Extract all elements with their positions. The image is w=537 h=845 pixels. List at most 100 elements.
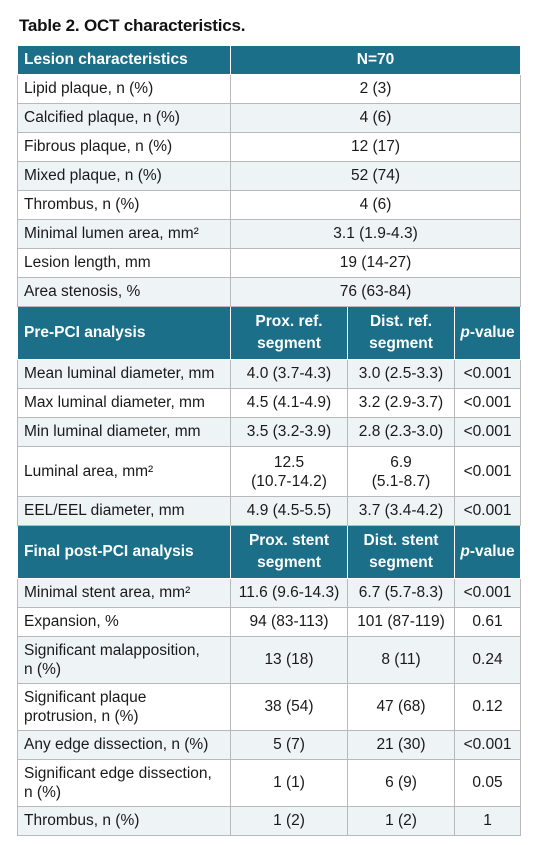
label-line2: protrusion, n (%) [24,708,139,725]
row-value: 4 (6) [229,103,522,133]
label-line1: Significant edge dissection, [24,765,212,782]
row-prox: 13 (18) [230,636,348,684]
row-dist: 3.2 (2.9-3.7) [347,388,455,418]
table-row: Area stenosis, % 76 (63-84) [17,277,522,307]
row-value: 12 (17) [229,132,522,162]
row-label: Expansion, % [17,607,231,637]
header-n: N=70 [229,45,522,75]
table-row: Expansion, % 94 (83-113) 101 (87-119) 0.… [17,607,522,637]
row-dist: 1 (2) [347,806,455,836]
table-row: Minimal stent area, mm² 11.6 (9.6-14.3) … [17,578,522,608]
row-label: Max luminal diameter, mm [17,388,231,418]
row-label: Calcified plaque, n (%) [17,103,231,133]
value-main: 12.5 [273,453,305,471]
row-label: Luminal area, mm² [17,446,231,497]
row-label: EEL/EEL diameter, mm [17,496,231,526]
row-pvalue: 1 [453,806,522,836]
row-label: Any edge dissection, n (%) [17,730,231,760]
header-col-prox: Prox. ref. segment [230,306,348,360]
row-prox: 94 (83-113) [230,607,348,637]
row-label: Minimal lumen area, mm² [17,219,231,249]
row-dist: 3.7 (3.4-4.2) [347,496,455,526]
row-dist: 6.9 (5.1-8.7) [347,446,455,497]
row-label: Significant malapposition, n (%) [17,636,231,684]
table-row: Mixed plaque, n (%) 52 (74) [17,161,522,191]
table-row: Any edge dissection, n (%) 5 (7) 21 (30)… [17,730,522,760]
table-row: Minimal lumen area, mm² 3.1 (1.9-4.3) [17,219,522,249]
row-label: Significant edge dissection, n (%) [17,759,231,807]
header-label: Final post-PCI analysis [17,525,231,579]
header-col-dist: Dist. ref. segment [347,306,455,360]
p-italic: p [460,324,470,341]
p-rest: -value [469,324,515,341]
row-label: Lesion length, mm [17,248,231,278]
header-col-prox: Prox. stent segment [230,525,348,579]
row-dist: 6 (9) [347,759,455,807]
table-row: Lipid plaque, n (%) 2 (3) [17,74,522,104]
header-label: Pre-PCI analysis [17,306,231,360]
table-row: Min luminal diameter, mm 3.5 (3.2-3.9) 2… [17,417,522,447]
table-title: Table 2. OCT characteristics. [19,16,246,35]
table-row: Significant edge dissection, n (%) 1 (1) … [17,759,522,807]
row-pvalue: 0.05 [453,759,522,807]
row-prox: 12.5 (10.7-14.2) [230,446,348,497]
row-prox: 1 (2) [230,806,348,836]
value-main: 6.9 [390,453,412,471]
label-line1: Significant malapposition, [24,642,200,659]
section-header-lesion: Lesion characteristics N=70 [17,45,522,75]
row-dist: 3.0 (2.5-3.3) [347,359,455,389]
row-prox: 4.0 (3.7-4.3) [230,359,348,389]
row-label: Thrombus, n (%) [17,806,231,836]
row-prox: 1 (1) [230,759,348,807]
label-line1: Significant plaque [24,689,147,706]
table-row: Calcified plaque, n (%) 4 (6) [17,103,522,133]
row-value: 4 (6) [229,190,522,220]
row-pvalue: 0.12 [453,683,522,731]
row-label: Lipid plaque, n (%) [17,74,231,104]
row-dist: 6.7 (5.7-8.3) [347,578,455,608]
row-pvalue: <0.001 [453,359,522,389]
header-label: Lesion characteristics [17,45,231,75]
row-prox: 11.6 (9.6-14.3) [230,578,348,608]
row-prox: 4.9 (4.5-5.5) [230,496,348,526]
header-col-pvalue: p-value [453,525,522,579]
row-dist: 2.8 (2.3-3.0) [347,417,455,447]
row-prox: 38 (54) [230,683,348,731]
row-pvalue: 0.61 [453,607,522,637]
label-line2: n (%) [24,784,62,801]
oct-characteristics-table: Lesion characteristics N=70 Lipid plaque… [17,45,522,836]
table-row: Mean luminal diameter, mm 4.0 (3.7-4.3) … [17,359,522,389]
row-value: 3.1 (1.9-4.3) [229,219,522,249]
table-row: Max luminal diameter, mm 4.5 (4.1-4.9) 3… [17,388,522,418]
row-prox: 3.5 (3.2-3.9) [230,417,348,447]
row-value: 76 (63-84) [229,277,522,307]
row-label: Fibrous plaque, n (%) [17,132,231,162]
table-row: Thrombus, n (%) 4 (6) [17,190,522,220]
row-value: 19 (14-27) [229,248,522,278]
row-pvalue: <0.001 [453,578,522,608]
row-prox: 5 (7) [230,730,348,760]
row-pvalue: 0.24 [453,636,522,684]
row-dist: 47 (68) [347,683,455,731]
row-pvalue: <0.001 [453,446,522,497]
section-header-post-pci: Final post-PCI analysis Prox. stent segm… [17,525,522,579]
header-col-pvalue: p-value [453,306,522,360]
p-italic: p [460,543,470,560]
header-col-dist: Dist. stent segment [347,525,455,579]
row-label: Minimal stent area, mm² [17,578,231,608]
row-dist: 8 (11) [347,636,455,684]
row-label: Min luminal diameter, mm [17,417,231,447]
row-prox: 4.5 (4.1-4.9) [230,388,348,418]
table-row: Fibrous plaque, n (%) 12 (17) [17,132,522,162]
row-label: Thrombus, n (%) [17,190,231,220]
row-label: Significant plaque protrusion, n (%) [17,683,231,731]
table-row: Significant plaque protrusion, n (%) 38 (… [17,683,522,731]
value-range: (10.7-14.2) [251,472,327,490]
row-pvalue: <0.001 [453,417,522,447]
table-row: Significant malapposition, n (%) 13 (18) … [17,636,522,684]
table-row: Luminal area, mm² 12.5 (10.7-14.2) 6.9 (5.… [17,446,522,497]
table-row: Lesion length, mm 19 (14-27) [17,248,522,278]
row-dist: 101 (87-119) [347,607,455,637]
label-line2: n (%) [24,661,62,678]
row-label: Mean luminal diameter, mm [17,359,231,389]
